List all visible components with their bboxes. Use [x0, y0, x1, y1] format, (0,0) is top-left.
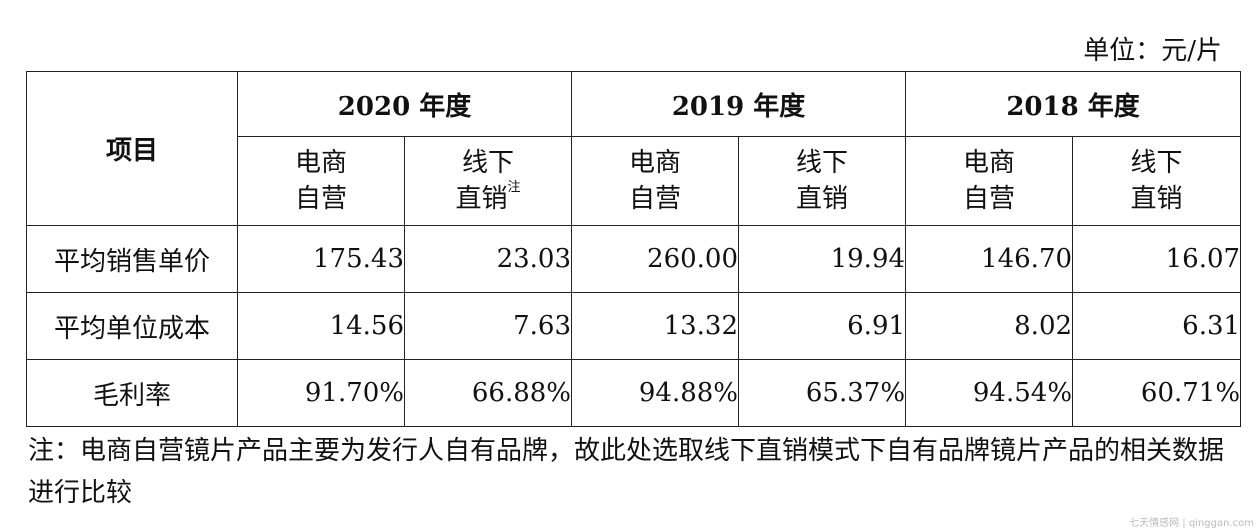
year-header-2020: 2020 年度 — [236, 71, 573, 137]
table-cell: 94.54% — [905, 359, 1074, 427]
row-label: 平均销售单价 — [26, 225, 238, 293]
table-cell: 7.63 — [403, 292, 573, 360]
footnote-marker: 注 — [507, 180, 521, 195]
table-cell: 6.91 — [738, 292, 907, 360]
table-row: 平均单位成本 14.56 7.63 13.32 6.91 8.02 6.31 — [26, 292, 1242, 360]
table-cell: 60.71% — [1072, 359, 1242, 427]
year-header-row: 项目 2020 年度 2019 年度 2018 年度 — [26, 71, 1242, 226]
table-cell: 14.56 — [237, 292, 405, 360]
table-cell: 16.07 — [1072, 225, 1242, 293]
table-row: 毛利率 91.70% 66.88% 94.88% 65.37% 94.54% 6… — [26, 359, 1242, 427]
table-cell: 8.02 — [905, 292, 1074, 360]
table-cell: 19.94 — [738, 225, 907, 293]
channel-header-row: 电商 自营 线下 直销注 电商 自营 线下 直销 电商 自营 线下 直销 — [27, 136, 1242, 226]
channel-header: 线下 直销 — [738, 136, 907, 226]
table-cell: 146.70 — [905, 225, 1074, 293]
footnote-text: 注：电商自营镜片产品主要为发行人自有品牌，故此处选取线下直销模式下自有品牌镜片产… — [28, 436, 1225, 508]
channel-header: 电商 自营 — [905, 136, 1074, 226]
channel-header: 电商 自营 — [571, 136, 740, 226]
channel-header: 线下 直销 — [1072, 136, 1242, 226]
table-cell: 13.32 — [571, 292, 740, 360]
table-cell: 23.03 — [403, 225, 573, 293]
watermark: 七天情感网 | qinggan.com — [1129, 518, 1254, 529]
year-header-2018: 2018 年度 — [905, 71, 1242, 137]
channel-header: 电商 自营 — [237, 136, 405, 226]
table-cell: 6.31 — [1072, 292, 1242, 360]
year-header-2019: 2019 年度 — [571, 71, 907, 137]
row-label: 毛利率 — [26, 359, 238, 427]
table-cell: 175.43 — [237, 225, 405, 293]
table-cell: 94.88% — [571, 359, 740, 427]
table-cell: 65.37% — [738, 359, 907, 427]
item-header: 项目 — [26, 71, 238, 226]
table-cell: 91.70% — [237, 359, 405, 427]
row-label: 平均单位成本 — [26, 292, 238, 360]
table-cell: 260.00 — [571, 225, 740, 293]
channel-header: 线下 直销注 — [403, 136, 573, 226]
unit-label: 单位：元/片 — [1083, 36, 1222, 66]
gross-margin-table: 项目 2020 年度 2019 年度 2018 年度 电商 自营 线下 直销注 电商… — [26, 71, 1242, 427]
table-row: 平均销售单价 175.43 23.03 260.00 19.94 146.70 … — [26, 225, 1242, 293]
table-cell: 66.88% — [403, 359, 573, 427]
